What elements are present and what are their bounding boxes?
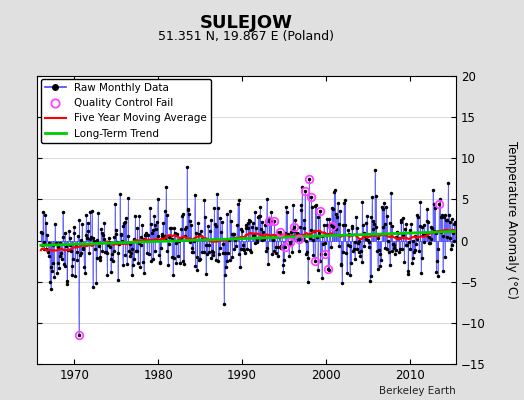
Text: 51.351 N, 19.867 E (Poland): 51.351 N, 19.867 E (Poland) bbox=[158, 30, 334, 43]
Text: Berkeley Earth: Berkeley Earth bbox=[379, 386, 456, 396]
Text: SULEJOW: SULEJOW bbox=[200, 14, 293, 32]
Legend: Raw Monthly Data, Quality Control Fail, Five Year Moving Average, Long-Term Tren: Raw Monthly Data, Quality Control Fail, … bbox=[41, 79, 211, 143]
Y-axis label: Temperature Anomaly (°C): Temperature Anomaly (°C) bbox=[505, 141, 518, 299]
